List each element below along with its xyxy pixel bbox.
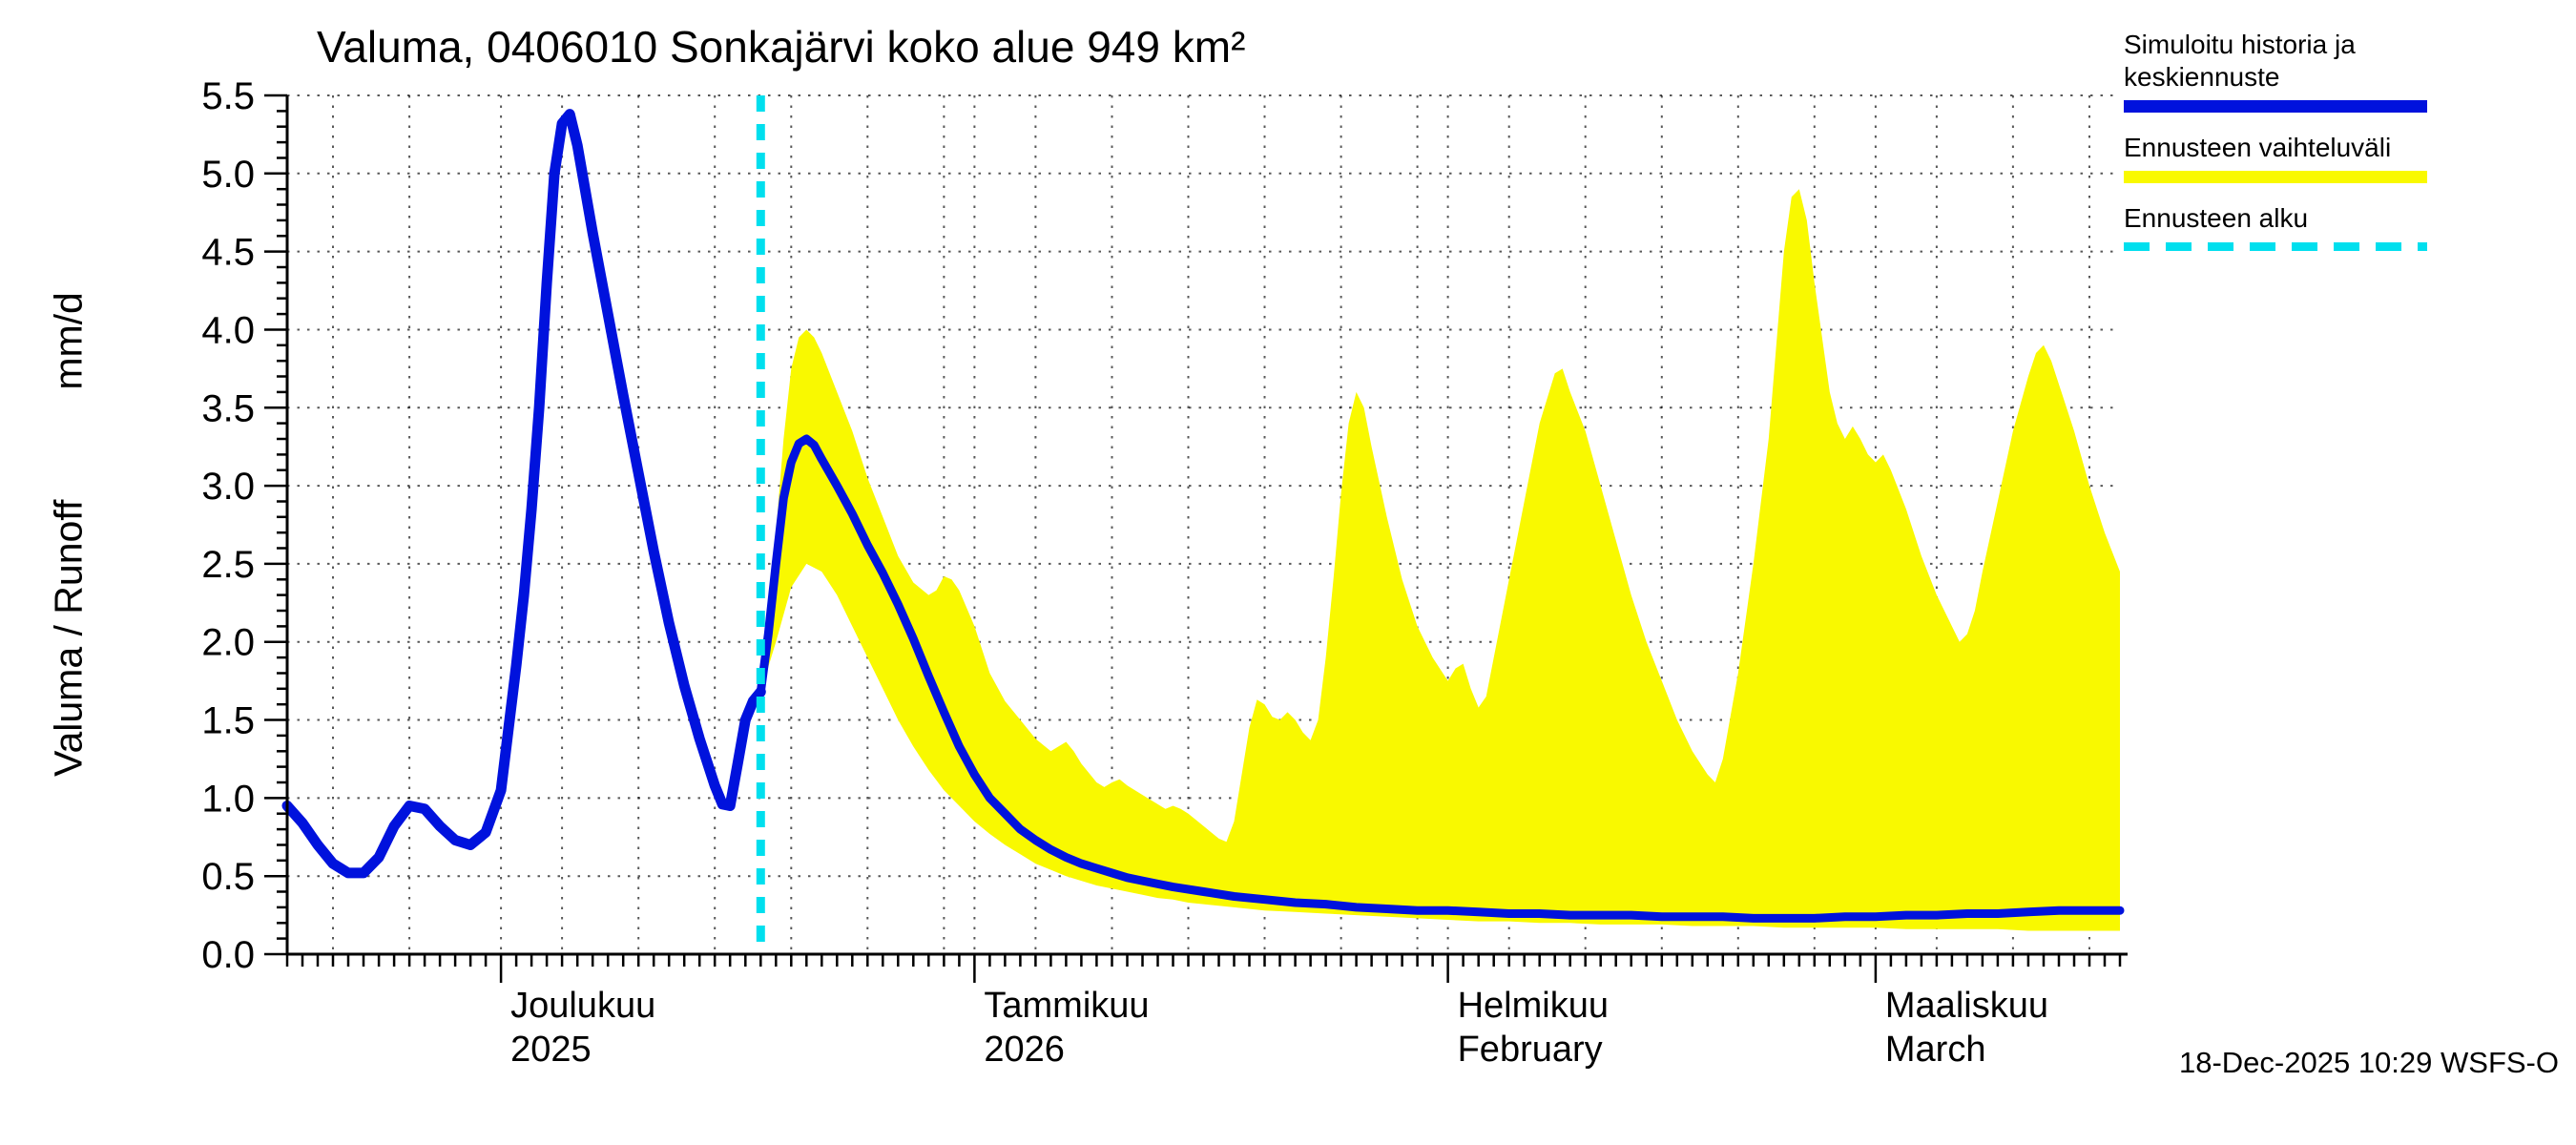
svg-text:2.0: 2.0 <box>201 622 255 664</box>
legend-swatch-yellow-band <box>2124 171 2427 184</box>
svg-text:2.5: 2.5 <box>201 544 255 586</box>
timestamp: 18-Dec-2025 10:29 WSFS-O <box>2178 1046 2559 1079</box>
svg-text:Joulukuu: Joulukuu <box>510 986 655 1026</box>
y-axis-label: Valuma / Runoff mm/d <box>47 292 92 777</box>
legend-item-mean-forecast: Simuloitu historia ja keskiennuste <box>2124 29 2472 114</box>
svg-text:1.5: 1.5 <box>201 700 255 742</box>
legend: Simuloitu historia ja keskiennuste Ennus… <box>2124 29 2472 270</box>
svg-text:4.5: 4.5 <box>201 232 255 274</box>
svg-text:3.5: 3.5 <box>201 387 255 429</box>
svg-text:0.5: 0.5 <box>201 856 255 898</box>
legend-label-mean-forecast: Simuloitu historia ja keskiennuste <box>2124 30 2356 93</box>
svg-text:3.0: 3.0 <box>201 466 255 508</box>
svg-text:March: March <box>1885 1030 1986 1070</box>
legend-item-forecast-range: Ennusteen vaihteluväli <box>2124 132 2472 184</box>
svg-text:5.0: 5.0 <box>201 154 255 196</box>
svg-text:0.0: 0.0 <box>201 934 255 976</box>
legend-swatch-blue-line <box>2124 100 2427 114</box>
svg-text:5.5: 5.5 <box>201 75 255 117</box>
legend-label-forecast-range: Ennusteen vaihteluväli <box>2124 133 2392 163</box>
svg-text:1.0: 1.0 <box>201 778 255 820</box>
svg-text:2026: 2026 <box>984 1030 1065 1070</box>
svg-text:Maaliskuu: Maaliskuu <box>1885 986 2048 1026</box>
y-axis-unit: mm/d <box>46 292 91 390</box>
svg-text:Helmikuu: Helmikuu <box>1458 986 1609 1026</box>
svg-text:2025: 2025 <box>510 1030 592 1070</box>
legend-swatch-cyan-dashed-line <box>2124 241 2427 251</box>
legend-item-forecast-start: Ennusteen alku <box>2124 202 2472 251</box>
svg-text:4.0: 4.0 <box>201 310 255 352</box>
svg-text:February: February <box>1458 1030 1603 1070</box>
chart-title: Valuma, 0406010 Sonkajärvi koko alue 949… <box>317 22 1246 72</box>
svg-text:Tammikuu: Tammikuu <box>984 986 1149 1026</box>
legend-label-forecast-start: Ennusteen alku <box>2124 203 2309 234</box>
y-axis-label-text: Valuma / Runoff <box>46 499 91 777</box>
